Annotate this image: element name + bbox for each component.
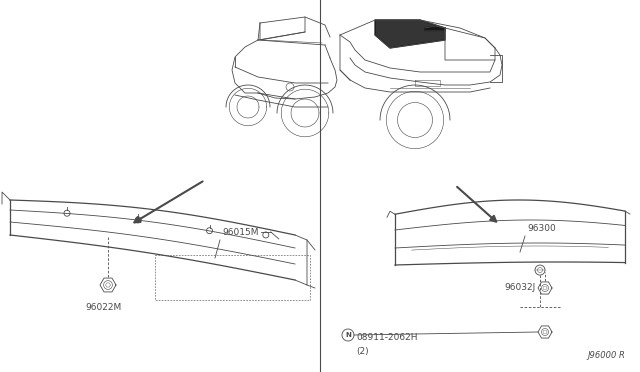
Text: 96300: 96300 <box>527 224 556 233</box>
Text: (2): (2) <box>356 347 369 356</box>
Text: 96015M: 96015M <box>222 228 259 237</box>
Text: N: N <box>345 332 351 338</box>
Text: 08911-2062H: 08911-2062H <box>356 333 417 341</box>
Text: 96032J: 96032J <box>505 283 536 292</box>
Text: 96022M: 96022M <box>85 303 121 312</box>
Text: J96000 R: J96000 R <box>587 351 625 360</box>
Polygon shape <box>375 20 445 48</box>
Polygon shape <box>425 26 445 31</box>
